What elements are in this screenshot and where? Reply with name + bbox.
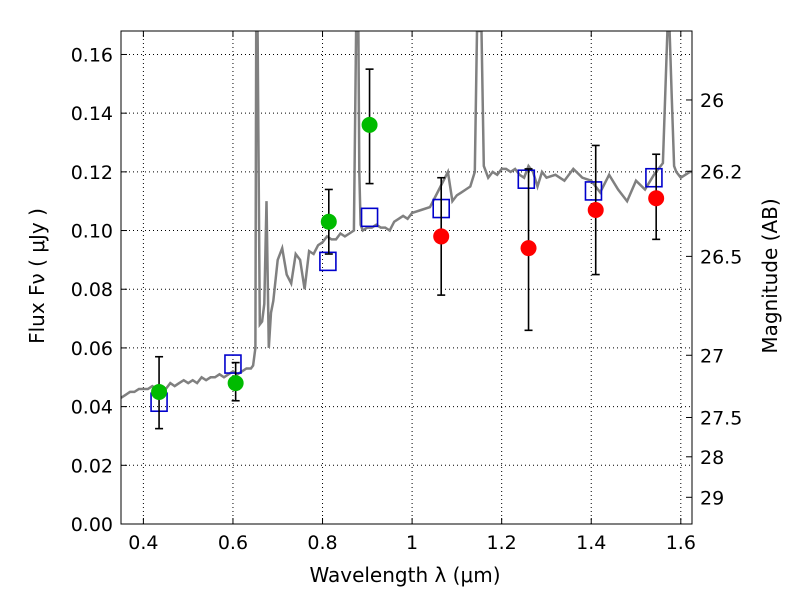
grid-lines [121, 31, 692, 525]
model-square-marker [645, 167, 663, 188]
x-tick-label: 0.6 [218, 532, 248, 554]
ticks-layer [121, 31, 692, 525]
photometry-point [648, 190, 665, 207]
model-square-marker [584, 181, 603, 201]
photometry-point [361, 116, 378, 133]
y-tick-label: 0.16 [71, 44, 113, 66]
tick-labels: 0.4 0.6 0.8 1 1.2 1.4 1.6 0.00 0.02 0.04 0.06 0.08 0… [71, 44, 743, 554]
y2-tick-label: 26 [700, 90, 724, 112]
y-axis-label: Flux Fν ( μJy ) [25, 208, 49, 344]
model-square-marker [319, 251, 337, 272]
x-tick-label: 0.8 [307, 532, 337, 554]
photometry-point [320, 213, 337, 230]
y2-tick-label: 28 [700, 447, 724, 469]
x-axis-label: Wavelength λ (μm) [309, 563, 500, 587]
x-tick-label: 1.4 [576, 532, 606, 554]
photometry-point [587, 202, 604, 219]
model-square-marker [224, 354, 242, 374]
x-tick-label: 0.4 [128, 532, 158, 554]
y2-tick-label: 26.5 [700, 246, 742, 268]
y-tick-label: 0.02 [71, 455, 113, 477]
x-tick-label: 1.2 [487, 532, 517, 554]
photometry-point [151, 383, 168, 400]
x-tick-label: 1.6 [666, 532, 696, 554]
y-tick-label: 0.08 [71, 279, 113, 301]
photometry-point [433, 228, 450, 245]
model-square-marker [517, 169, 536, 189]
plot-frame [120, 30, 693, 525]
photometry-point [520, 240, 537, 257]
y-tick-label: 0.04 [71, 397, 113, 419]
y2-tick-label: 27.5 [700, 407, 742, 429]
spectrum-layer [121, 31, 692, 399]
y-tick-label: 0.14 [71, 103, 113, 125]
data-points-layer [150, 68, 665, 430]
y-tick-label: 0.00 [71, 514, 113, 536]
spectrum-line [121, 31, 692, 399]
y2-axis-label: Magnitude (AB) [758, 198, 782, 353]
y2-tick-label: 27 [700, 345, 724, 367]
y-tick-label: 0.06 [71, 338, 113, 360]
y2-tick-label: 29 [700, 487, 724, 509]
y2-tick-label: 26.2 [700, 161, 742, 183]
y-tick-label: 0.12 [71, 162, 113, 184]
x-tick-label: 1 [406, 532, 418, 554]
model-square-marker [360, 207, 379, 228]
photometry-point [227, 375, 244, 392]
y-tick-label: 0.10 [71, 221, 113, 243]
